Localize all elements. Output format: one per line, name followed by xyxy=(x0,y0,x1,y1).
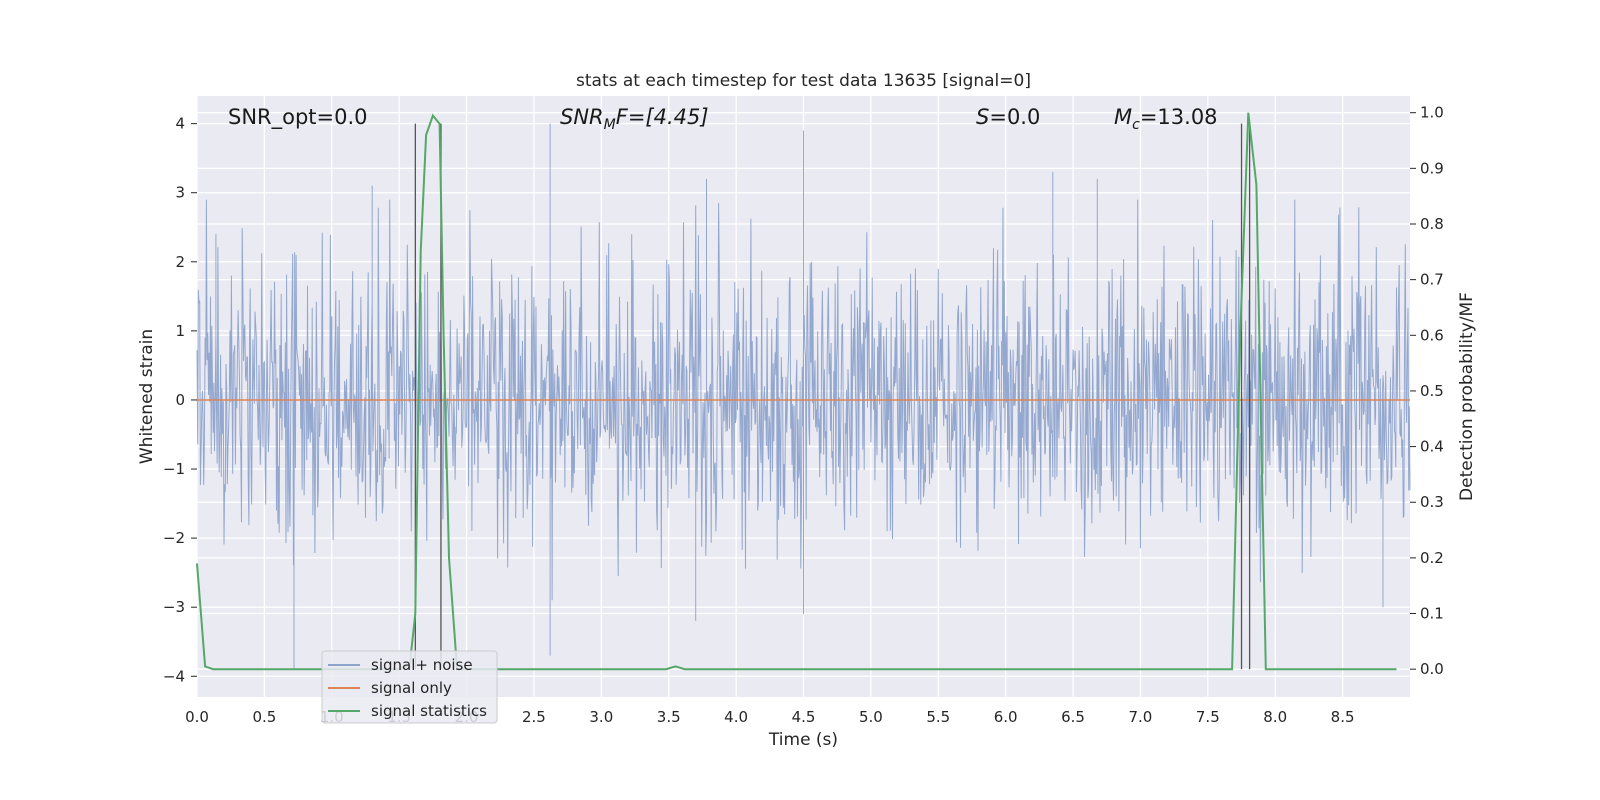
x-tick-label: 4.0 xyxy=(724,708,748,726)
right-y-tick-label: 1.0 xyxy=(1420,104,1444,122)
legend-label-signal-statistics: signal statistics xyxy=(371,702,487,720)
left-y-axis-label: Whitened strain xyxy=(137,329,157,464)
x-tick-label: 5.0 xyxy=(859,708,883,726)
right-y-tick-label: 0.7 xyxy=(1420,271,1444,289)
x-tick-label: 2.5 xyxy=(522,708,546,726)
left-y-tick-label: 2 xyxy=(175,253,185,271)
x-tick-label: 0.5 xyxy=(252,708,276,726)
left-y-tick-label: 3 xyxy=(175,184,185,202)
legend-label-signal-only: signal only xyxy=(371,679,452,697)
snr-mf-main: SNR xyxy=(560,105,604,129)
x-tick-label: 5.5 xyxy=(926,708,950,726)
x-tick-label: 3.0 xyxy=(589,708,613,726)
legend-label-signal-noise: signal+ noise xyxy=(371,656,473,674)
x-tick-label: 3.5 xyxy=(657,708,681,726)
snr-mf-sub: M xyxy=(604,117,616,133)
chart-title: stats at each timestep for test data 136… xyxy=(576,71,1031,91)
x-tick-label: 8.0 xyxy=(1263,708,1287,726)
annotation-s: S=0.0 xyxy=(976,105,1040,129)
x-tick-label: 4.5 xyxy=(792,708,816,726)
left-y-tick-label: −4 xyxy=(163,667,185,685)
right-y-tick-label: 0.8 xyxy=(1420,215,1444,233)
right-y-tick-label: 0.3 xyxy=(1420,493,1444,511)
right-y-tick-label: 0.6 xyxy=(1420,326,1444,344)
signal-noise-series xyxy=(196,123,1411,670)
x-tick-label: 6.5 xyxy=(1061,708,1085,726)
annotation-snr-mf: SNRMF=[4.45] xyxy=(560,105,709,133)
left-y-axis: −4 −3 −2 −1 0 1 2 3 4 xyxy=(163,115,197,685)
annotation-mc: Mc=13.08 xyxy=(1114,105,1218,133)
left-y-tick-label: 0 xyxy=(175,391,185,409)
x-tick-label: 6.0 xyxy=(994,708,1018,726)
left-y-tick-label: −1 xyxy=(163,460,185,478)
x-tick-label: 7.5 xyxy=(1196,708,1220,726)
right-y-axis: 0.0 0.1 0.2 0.3 0.4 0.5 0.6 0.7 0.8 0.9 1.0 xyxy=(1410,104,1444,678)
mc-main: M xyxy=(1114,105,1132,129)
right-y-tick-label: 0.9 xyxy=(1420,159,1444,177)
mc-tail: =13.08 xyxy=(1140,105,1218,129)
x-tick-label: 0.0 xyxy=(185,708,209,726)
left-y-tick-label: 1 xyxy=(175,322,185,340)
annotation-snr-opt: SNR_opt=0.0 xyxy=(228,105,368,130)
x-tick-label: 8.5 xyxy=(1331,708,1355,726)
legend-box xyxy=(321,650,498,724)
left-y-tick-label: −2 xyxy=(163,529,185,547)
left-y-tick-label: −3 xyxy=(163,598,185,616)
s-tail: =0.0 xyxy=(989,105,1040,129)
right-y-tick-label: 0.1 xyxy=(1420,605,1444,623)
left-y-tick-label: 4 xyxy=(175,115,185,133)
legend: signal+ noise signal only signal statist… xyxy=(321,650,498,724)
signal-noise-line xyxy=(196,123,1411,670)
x-tick-label: 7.0 xyxy=(1129,708,1153,726)
right-y-tick-label: 0.2 xyxy=(1420,549,1444,567)
right-y-tick-label: 0.5 xyxy=(1420,382,1444,400)
right-y-tick-label: 0.4 xyxy=(1420,438,1444,456)
right-y-tick-label: 0.0 xyxy=(1420,660,1444,678)
x-axis-label: Time (s) xyxy=(768,730,838,750)
s-main: S xyxy=(976,105,989,129)
right-y-axis-label: Detection probability/MF xyxy=(1457,292,1477,501)
snr-mf-tail: F=[4.45] xyxy=(616,105,709,129)
mc-sub: c xyxy=(1132,117,1140,133)
